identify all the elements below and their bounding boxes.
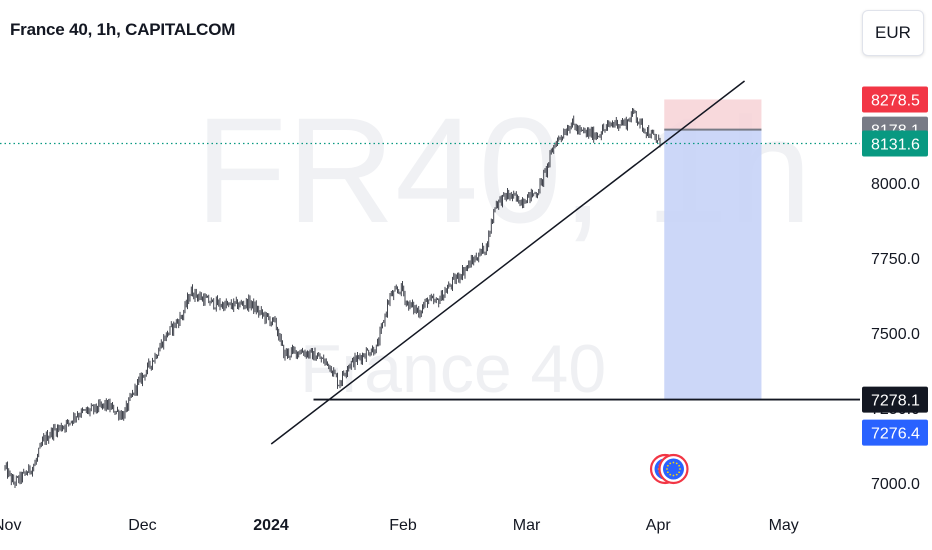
support-price-badge-text: 7278.1 [871, 393, 920, 410]
event-star [672, 474, 675, 477]
time-axis[interactable]: Nov Dec 2024 Feb Mar Apr May [0, 517, 799, 534]
stop-loss-zone[interactable] [664, 99, 762, 130]
event-star [666, 464, 669, 467]
crosshair-price-badge-text: 7276.4 [871, 426, 920, 443]
last-price-badge-bg [862, 130, 928, 157]
stop-price-badge[interactable]: 8278.5 [862, 86, 928, 113]
x-tick-label: Apr [646, 517, 672, 534]
y-tick-label: 8000.0 [871, 176, 920, 193]
y-tick-label: 7750.0 [871, 251, 920, 268]
event-star [679, 468, 681, 470]
event-star [666, 468, 668, 470]
y-tick-label: 7000.0 [871, 476, 920, 493]
eu-flag-event-icon[interactable] [658, 453, 689, 485]
event-star [678, 471, 681, 474]
event-star [675, 462, 678, 465]
x-tick-label: 2024 [253, 517, 289, 534]
event-star [675, 473, 678, 476]
event-star [666, 471, 669, 474]
chart-title: France 40, 1h, CAPITALCOM [10, 20, 236, 39]
event-star [669, 462, 672, 465]
x-tick-label: Mar [513, 517, 541, 534]
watermark-name: France 40 [300, 331, 606, 407]
economic-events[interactable] [649, 453, 689, 485]
trendline[interactable] [270, 80, 746, 445]
currency-button[interactable]: EUR [862, 10, 924, 56]
event-star [678, 464, 681, 467]
x-tick-label: Nov [0, 517, 21, 534]
last-price-badge-text: 8131.6 [871, 137, 920, 154]
x-tick-label: Feb [389, 517, 417, 534]
price-axis[interactable]: 7000.07250.07500.07750.08000.08278.58178… [862, 86, 928, 493]
stop-price-badge-bg [862, 86, 928, 113]
support-price-badge-bg [862, 386, 928, 413]
x-tick-label: Dec [128, 517, 156, 534]
take-profit-zone[interactable] [664, 129, 762, 400]
short-position-tool[interactable] [664, 99, 762, 400]
drawings-layer[interactable] [0, 80, 860, 445]
stop-price-badge-text: 8278.5 [871, 92, 920, 109]
last-price-badge[interactable]: 8131.6 [862, 130, 928, 157]
candles-series [4, 108, 661, 489]
event-flag-disc [662, 458, 684, 480]
support-price-badge[interactable]: 7278.1 [862, 386, 928, 413]
crosshair-price-badge[interactable]: 7276.4 [862, 419, 928, 446]
event-star [672, 461, 675, 464]
crosshair-price-badge-bg [862, 419, 928, 446]
y-tick-label: 7500.0 [871, 326, 920, 343]
x-tick-label: May [769, 517, 799, 534]
event-star [669, 473, 672, 476]
